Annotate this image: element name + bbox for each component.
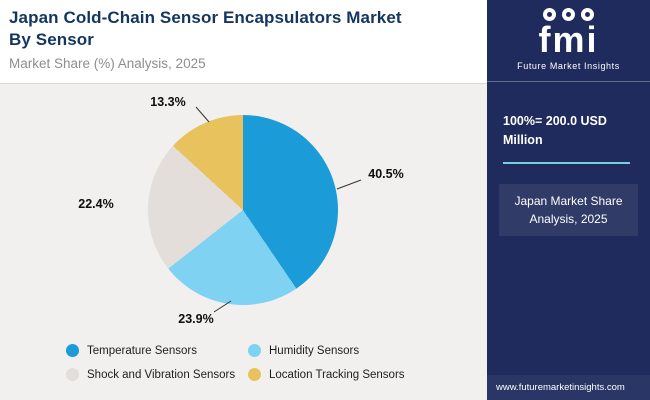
legend-dot — [248, 368, 261, 381]
leader-line-location — [195, 106, 210, 123]
legend: Temperature Sensors Humidity Sensors Sho… — [66, 344, 405, 381]
pie-label-humidity: 23.9% — [178, 312, 214, 326]
people-icon — [562, 8, 575, 21]
pie-label-temperature: 40.5% — [368, 167, 404, 181]
legend-label: Location Tracking Sensors — [269, 368, 405, 381]
logo-subtext: Future Market Insights — [517, 61, 620, 71]
page-title-line1: Japan Cold-Chain Sensor Encapsulators Ma… — [9, 8, 402, 27]
leader-line-temperature — [336, 179, 362, 190]
logo-text: fmi — [538, 19, 599, 60]
legend-item-location-tracking: Location Tracking Sensors — [248, 368, 405, 381]
analysis-caption: Japan Market Share Analysis, 2025 — [499, 183, 638, 236]
legend-dot — [66, 368, 79, 381]
market-size-stat: 100%= 200.0 USD Million — [503, 112, 630, 164]
chart-subtitle: Market Share (%) Analysis, 2025 — [9, 56, 206, 71]
header: Japan Cold-Chain Sensor Encapsulators Ma… — [0, 0, 487, 84]
globe-icon — [581, 8, 594, 21]
legend-item-humidity: Humidity Sensors — [248, 344, 405, 357]
pie-label-shock: 22.4% — [78, 197, 114, 211]
pie-chart — [148, 115, 338, 305]
legend-label: Humidity Sensors — [269, 344, 360, 357]
sidebar: fmi Future Market Insights 100%= 200.0 U… — [487, 0, 650, 400]
sidebar-divider — [487, 81, 650, 82]
fmi-logo: fmi Future Market Insights — [487, 0, 650, 71]
logo-icons — [487, 8, 650, 21]
website-link[interactable]: www.futuremarketinsights.com — [487, 375, 650, 400]
person-icon — [543, 8, 556, 21]
legend-label: Temperature Sensors — [87, 344, 197, 357]
chart-panel: Japan Cold-Chain Sensor Encapsulators Ma… — [0, 0, 487, 381]
legend-item-shock-vibration: Shock and Vibration Sensors — [66, 368, 248, 381]
legend-item-temperature: Temperature Sensors — [66, 344, 248, 357]
legend-dot — [248, 344, 261, 357]
pie-label-location: 13.3% — [150, 95, 186, 109]
legend-dot — [66, 344, 79, 357]
page-title-line2: By Sensor — [9, 30, 94, 49]
legend-label: Shock and Vibration Sensors — [87, 368, 236, 381]
